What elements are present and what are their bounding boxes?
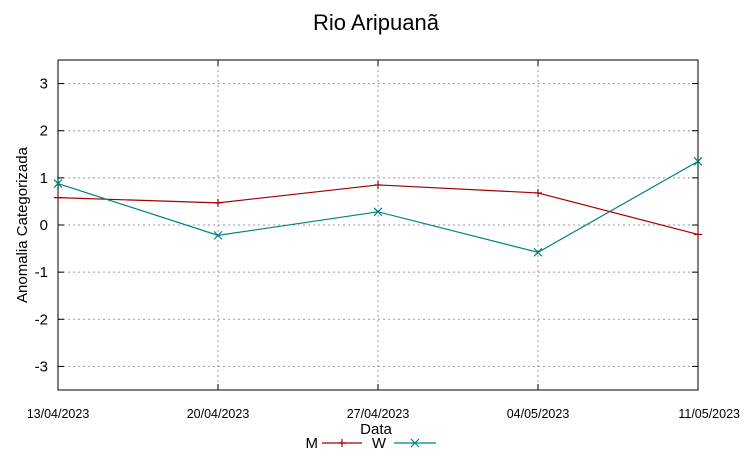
data-point (693, 156, 703, 166)
data-point (374, 180, 382, 189)
legend-label: M (306, 435, 319, 452)
y-tick-label: 2 (40, 123, 48, 140)
data-point (213, 230, 223, 240)
x-tick-label: 13/04/2023 (27, 407, 90, 421)
data-point (694, 230, 702, 239)
data-point (53, 179, 63, 188)
y-tick-label: -1 (35, 264, 48, 281)
data-point (410, 438, 420, 448)
series-m (54, 180, 702, 239)
chart-title: Rio Aripuanã (313, 10, 440, 35)
y-tick-label: 0 (40, 217, 48, 234)
series-w (53, 156, 703, 257)
x-axis-label: Data (360, 421, 392, 438)
y-tick-label: -3 (35, 358, 48, 375)
y-axis-label: Anomalia Categorizada (14, 146, 31, 303)
grid-lines (58, 60, 698, 390)
x-tick-label: 27/04/2023 (347, 407, 410, 421)
legend-entry-m: M (306, 435, 362, 452)
data-point (338, 439, 346, 447)
series-line (57, 184, 699, 236)
y-axis: -3 -2 -1 0 1 2 3 (35, 76, 698, 375)
data-point (534, 188, 542, 197)
data-point (214, 198, 222, 207)
x-tick-label: 20/04/2023 (187, 407, 250, 421)
data-point (533, 247, 543, 257)
legend-entry-w: W (372, 435, 436, 452)
y-tick-label: 1 (40, 170, 48, 187)
data-point (373, 207, 383, 217)
legend-label: W (372, 435, 387, 452)
data-point (54, 193, 62, 202)
x-axis: 13/04/2023 20/04/2023 27/04/2023 04/05/2023… (27, 60, 740, 421)
series-lines (53, 156, 703, 257)
y-tick-label: 3 (40, 76, 48, 93)
x-tick-label: 11/05/2023 (678, 407, 740, 421)
y-tick-label: -2 (35, 311, 48, 328)
x-tick-label: 04/05/2023 (507, 407, 570, 421)
